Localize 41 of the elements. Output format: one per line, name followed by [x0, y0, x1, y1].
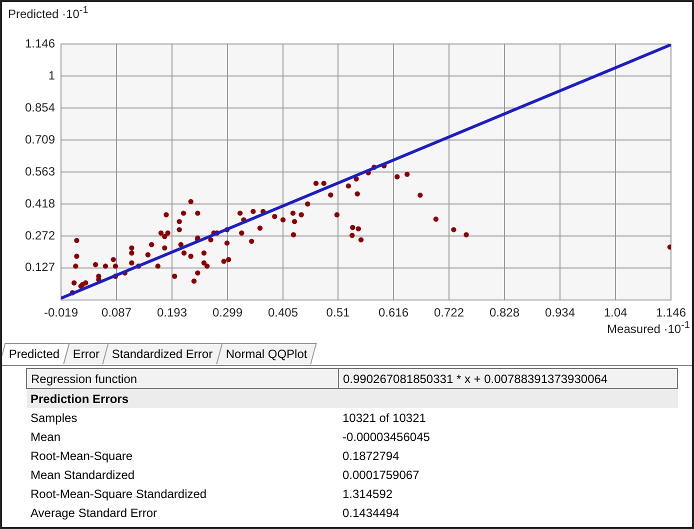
text: 0.1872794	[342, 448, 400, 464]
y-tick-label: 0.272	[24, 228, 56, 242]
text: Average Standard Error	[30, 504, 158, 522]
text: 1.314592	[342, 486, 394, 502]
text: Mean Standardized	[30, 466, 136, 484]
text: Regression function	[26, 368, 338, 388]
x-tick-label: 0.828	[489, 306, 520, 320]
y-tick-label: 1.146	[24, 36, 56, 50]
y-tick-label: 0.418	[24, 196, 56, 210]
text: Standardized Error	[112, 347, 213, 361]
x-tick-label: 0.405	[268, 306, 298, 320]
text: Samples	[30, 410, 78, 426]
text: 0.1434494	[342, 504, 400, 522]
text: 10321 of 10321	[342, 410, 427, 426]
text: 0.990267081850331 * x + 0.00788391373930064	[338, 368, 678, 388]
text: Prediction Errors	[26, 388, 678, 408]
y-tick-label: 1	[48, 68, 56, 82]
x-tick-label: 0.087	[101, 306, 132, 320]
text: -0.00003456045	[342, 428, 431, 446]
x-tick-label: 0.299	[212, 306, 243, 320]
x-tick-label: 0.51	[326, 306, 350, 320]
x-tick-label: 0.616	[378, 306, 409, 320]
y-axis-title: Predicted ·10$^{-1}$	[8, 5, 88, 21]
text: Normal QQPlot	[226, 347, 308, 361]
y-tick-label: 0.709	[24, 132, 56, 146]
text: Root-Mean-Square	[30, 448, 134, 464]
x-tick-label: 1.146	[656, 306, 686, 320]
y-tick-label: 0.854	[24, 100, 56, 114]
text: Mean	[30, 428, 62, 446]
x-tick-label: 0.193	[156, 306, 188, 320]
x-tick-label: 0.722	[434, 306, 464, 320]
y-tick-label: 0.127	[24, 260, 56, 274]
text: Root-Mean-Square Standardized	[30, 486, 208, 502]
x-tick-label: 0.934	[544, 306, 576, 320]
y-tick-label: 0.563	[24, 164, 56, 178]
text: Predicted	[8, 347, 60, 361]
text: 0.0001759067	[342, 466, 420, 484]
x-axis-title: Measured ·10$^{-1}$	[607, 320, 690, 336]
x-tick-label: -0.019	[44, 306, 78, 320]
text: Error	[72, 347, 100, 361]
x-tick-label: 1.04	[604, 306, 628, 320]
